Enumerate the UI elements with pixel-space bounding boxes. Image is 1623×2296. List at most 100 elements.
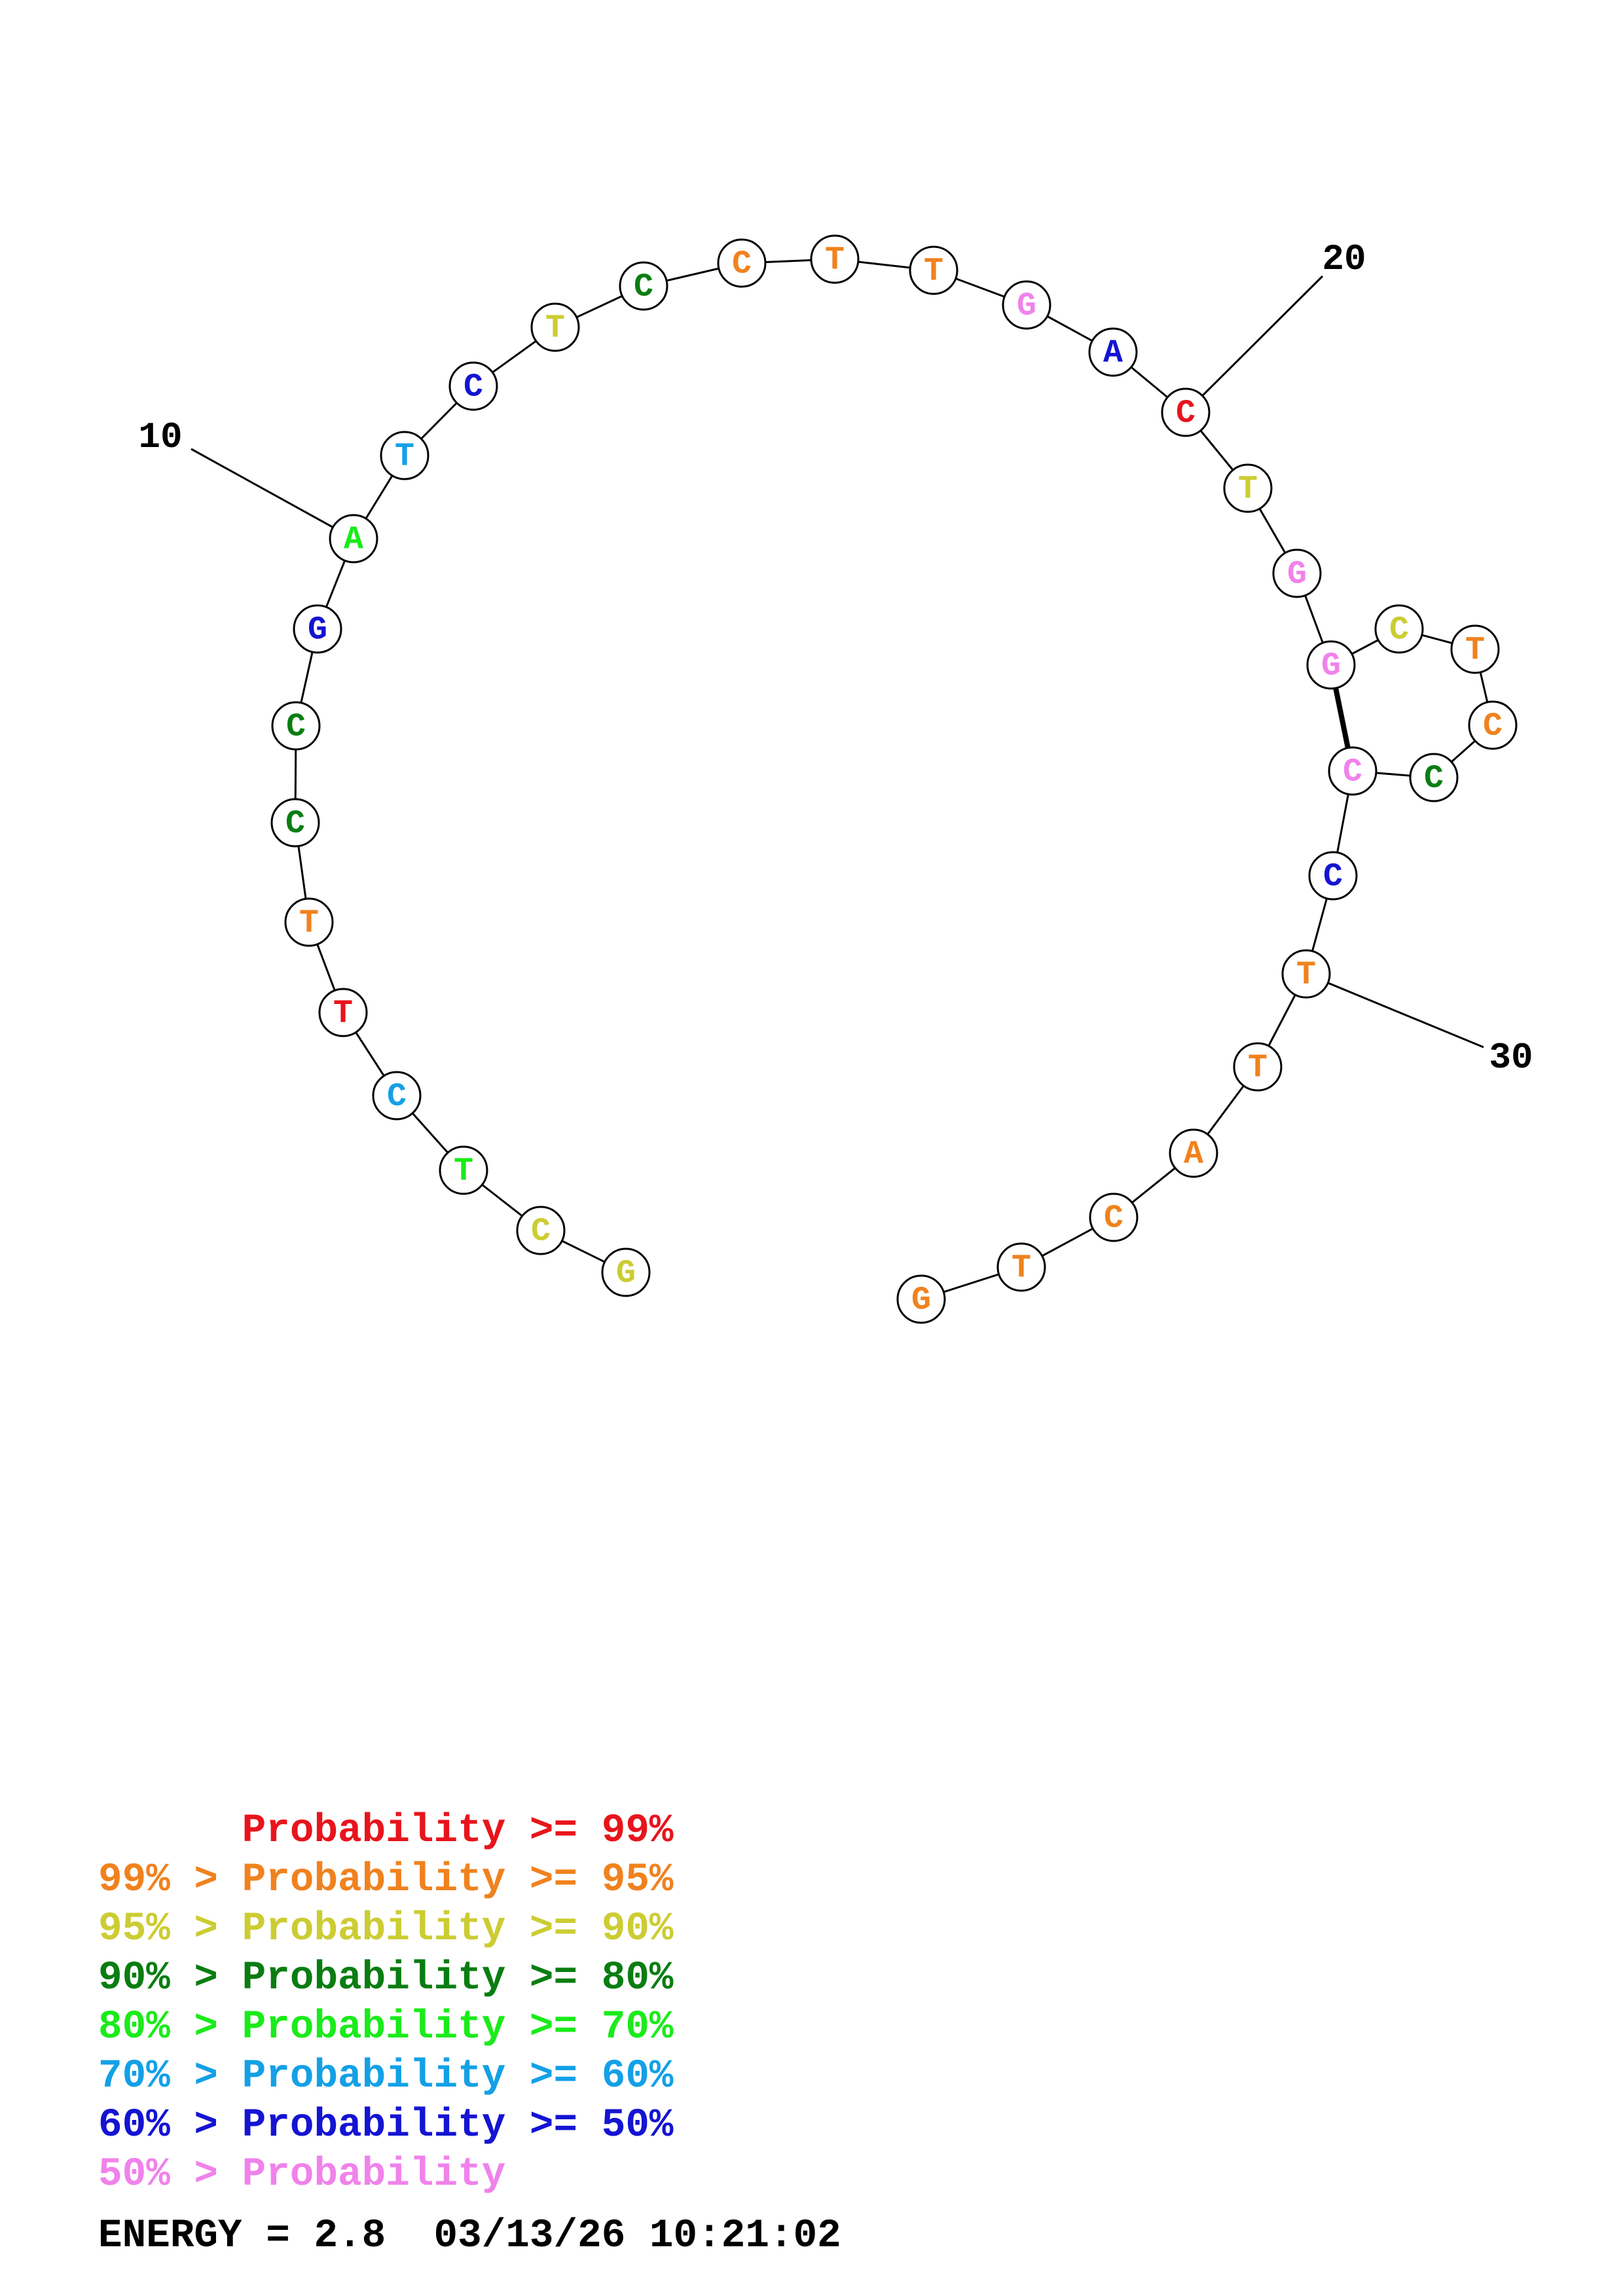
nucleotide: C — [1328, 746, 1377, 796]
nucleotide-circle — [909, 245, 958, 295]
nucleotide-base: A — [1103, 335, 1123, 372]
index-tick-line — [1305, 973, 1484, 1049]
nucleotide: G — [1306, 640, 1356, 690]
legend-row: 60% > Probability >= 50% — [98, 2103, 674, 2148]
nucleotide-circle — [1409, 753, 1459, 802]
nucleotide: G — [896, 1274, 946, 1324]
nucleotide-base: T — [545, 310, 565, 348]
legend-row: 90% > Probability >= 80% — [98, 1956, 674, 2001]
nucleotide-circle — [1306, 640, 1356, 690]
nucleotide-circle — [270, 798, 320, 848]
nucleotide-circle — [516, 1206, 566, 1255]
nucleotide: C — [372, 1071, 422, 1121]
nucleotide-base: C — [285, 806, 305, 843]
nucleotide: T — [1223, 463, 1273, 513]
nucleotide: A — [329, 514, 378, 564]
legend-row: Probability >= 99% — [98, 1808, 674, 1854]
nucleotide: C — [1468, 700, 1518, 750]
index-label: 30 — [1489, 1037, 1533, 1079]
nucleotide: T — [909, 245, 958, 295]
nucleotide-base: C — [732, 246, 752, 283]
index-label: 20 — [1322, 238, 1366, 280]
nucleotide-circle — [1308, 851, 1358, 901]
nucleotides: G C T C T T C C G A T C T C C T T G A C T G G C T C C C C T T A C T G — [270, 234, 1518, 1324]
nucleotide-base: T — [395, 439, 414, 476]
nucleotide-circle — [996, 1242, 1046, 1292]
nucleotide: C — [448, 361, 498, 411]
nucleotide-base: G — [911, 1282, 931, 1319]
nucleotide-circle — [329, 514, 378, 564]
nucleotide-base: C — [387, 1079, 407, 1116]
nucleotide: C — [271, 701, 321, 751]
nucleotide-circle — [1450, 624, 1500, 674]
legend-row: 50% > Probability — [98, 2152, 506, 2197]
nucleotide-base: C — [464, 369, 483, 406]
nucleotide: C — [516, 1206, 566, 1255]
nucleotide-circle — [810, 234, 860, 284]
nucleotide-base: T — [1248, 1050, 1267, 1087]
nucleotide-circle — [1002, 280, 1051, 330]
nucleotide-base: T — [924, 253, 943, 291]
legend-row: 95% > Probability >= 90% — [98, 1907, 674, 1952]
nucleotide: C — [1089, 1193, 1139, 1242]
nucleotide: A — [1169, 1128, 1218, 1178]
nucleotide: G — [293, 604, 342, 654]
nucleotide-base: C — [286, 709, 306, 746]
nucleotide-base: G — [1321, 648, 1341, 685]
nucleotide: T — [284, 897, 334, 947]
nucleotide: C — [1409, 753, 1459, 802]
nucleotide: G — [1272, 548, 1322, 598]
energy-timestamp: ENERGY = 2.8 03/13/26 10:21:02 — [98, 2214, 841, 2259]
nucleotide-circle — [293, 604, 342, 654]
nucleotide-base: C — [1343, 754, 1362, 791]
nucleotide-circle — [1281, 949, 1331, 999]
nucleotide-circle — [619, 261, 668, 311]
nucleotide-base: A — [344, 522, 363, 559]
nucleotide-circle — [1089, 1193, 1139, 1242]
nucleotide: T — [380, 431, 429, 480]
nucleotide-base: T — [299, 905, 319, 942]
nucleotide: T — [439, 1145, 488, 1195]
nucleotide-circle — [271, 701, 321, 751]
index-label: 10 — [138, 416, 182, 458]
nucleotide-circle — [1468, 700, 1518, 750]
nucleotide: T — [530, 302, 580, 352]
legend-row: 70% > Probability >= 60% — [98, 2054, 674, 2099]
nucleotide: T — [318, 988, 368, 1037]
nucleotide: T — [1233, 1042, 1283, 1092]
nucleotide-circle — [1374, 604, 1424, 654]
nucleotide-base: G — [616, 1255, 636, 1293]
nucleotide: T — [996, 1242, 1046, 1292]
nucleotide-base: G — [308, 612, 327, 649]
index-tick-line — [191, 448, 354, 540]
nucleotide: C — [717, 238, 767, 288]
nucleotide-circle — [380, 431, 429, 480]
nucleotide-circle — [601, 1247, 651, 1297]
nucleotide-circle — [896, 1274, 946, 1324]
nucleotide-base: C — [1424, 761, 1444, 798]
nucleotide-base: T — [454, 1153, 473, 1191]
nucleotide-circle — [448, 361, 498, 411]
backbone-lines — [294, 258, 1494, 1300]
nucleotide: T — [1450, 624, 1500, 674]
index-ticks: 10 20 30 — [138, 238, 1533, 1079]
nucleotide-base: T — [1465, 632, 1485, 670]
nucleotide: C — [270, 798, 320, 848]
nucleotide: T — [1281, 949, 1331, 999]
nucleotide-base: T — [333, 996, 353, 1033]
nucleotide-base: C — [1323, 859, 1343, 896]
nucleotide-circle — [1223, 463, 1273, 513]
legend-row: 80% > Probability >= 70% — [98, 2005, 674, 2050]
nucleotide-circle — [372, 1071, 422, 1121]
nucleotide: C — [1374, 604, 1424, 654]
nucleotide-base: T — [1012, 1250, 1031, 1287]
nucleotide-base: C — [1104, 1200, 1123, 1238]
nucleotide-base: T — [1238, 471, 1258, 509]
nucleotide-circle — [1328, 746, 1377, 796]
nucleotide: C — [1308, 851, 1358, 901]
nucleotide-circle — [1169, 1128, 1218, 1178]
nucleotide-base: G — [1287, 556, 1307, 594]
nucleotide-base: T — [825, 242, 845, 279]
nucleotide: C — [619, 261, 668, 311]
